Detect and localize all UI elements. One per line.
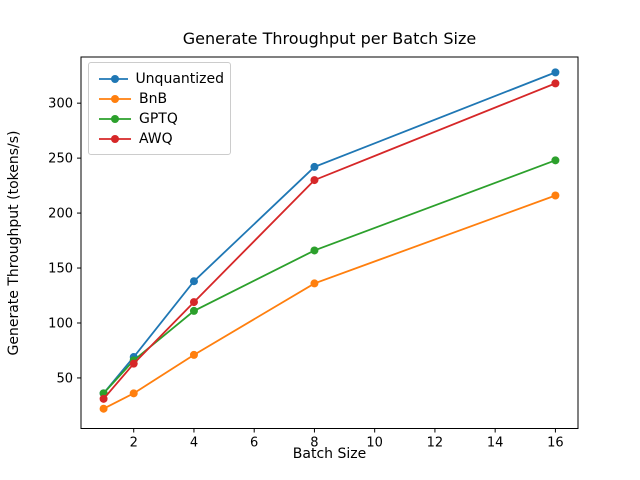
data-point-unquantized <box>310 162 319 171</box>
chart-title: Generate Throughput per Batch Size <box>182 29 477 48</box>
x-tick-label: 4 <box>190 436 198 451</box>
data-point-bnb <box>310 279 319 288</box>
data-point-awq <box>99 394 108 403</box>
legend-item-unquantized: Unquantized <box>98 69 224 88</box>
line-marker-icon <box>99 74 129 83</box>
x-tick-label: 14 <box>487 436 504 451</box>
y-tick-label: 250 <box>48 152 73 167</box>
data-point-awq <box>189 298 198 307</box>
line-marker-icon <box>99 134 131 143</box>
line-marker-icon <box>99 94 131 103</box>
x-tick-label: 2 <box>130 436 138 451</box>
legend-label-bnb: BnB <box>139 90 168 107</box>
data-point-bnb <box>189 350 198 359</box>
x-tick-label: 8 <box>310 436 318 451</box>
y-tick-label: 300 <box>48 97 73 112</box>
y-tick-label: 150 <box>48 262 73 277</box>
x-tick-label: 16 <box>547 436 564 451</box>
y-tick-label: 50 <box>56 371 73 386</box>
x-tick-label: 6 <box>250 436 258 451</box>
legend-label-unquantized: Unquantized <box>135 70 224 87</box>
data-point-awq <box>551 79 560 88</box>
plot-border <box>80 56 579 429</box>
series-line-bnb <box>103 194 556 410</box>
x-tick-label: 10 <box>366 436 383 451</box>
data-point-unquantized <box>189 277 198 286</box>
data-point-gptq <box>551 156 560 165</box>
series-line-gptq <box>102 159 556 394</box>
data-point-gptq <box>310 246 319 255</box>
legend-item-awq: AWQ <box>98 129 224 148</box>
legend-label-awq: AWQ <box>139 130 173 147</box>
y-axis-label: Generate Throughput (tokens/s) <box>6 130 22 356</box>
x-axis-label: Batch Size <box>292 446 367 462</box>
legend-item-gptq: GPTQ <box>98 109 224 128</box>
line-marker-icon <box>99 114 131 123</box>
x-tick-label: 12 <box>427 436 444 451</box>
data-point-bnb <box>99 404 108 413</box>
y-tick-label: 100 <box>48 316 73 331</box>
data-point-bnb <box>129 389 138 398</box>
data-point-awq <box>310 176 319 185</box>
legend-item-bnb: BnB <box>98 89 224 108</box>
legend: Unquantized BnB GPTQ AWQ <box>88 62 231 155</box>
y-tick-label: 200 <box>48 207 73 222</box>
data-point-gptq <box>189 306 198 315</box>
legend-label-gptq: GPTQ <box>139 110 178 127</box>
data-point-awq <box>129 359 138 368</box>
data-point-unquantized <box>551 68 560 77</box>
data-point-bnb <box>551 191 560 200</box>
